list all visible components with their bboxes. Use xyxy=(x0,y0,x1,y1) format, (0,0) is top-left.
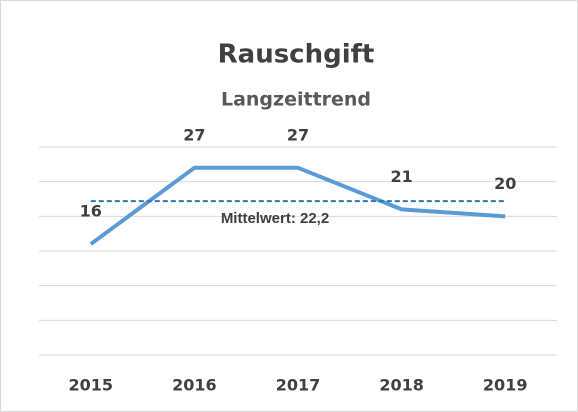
data-label: 27 xyxy=(287,125,309,144)
data-label: 16 xyxy=(80,202,102,221)
x-tick-label: 2019 xyxy=(483,376,528,395)
x-tick-label: 2015 xyxy=(69,376,114,395)
x-tick-label: 2016 xyxy=(172,376,217,395)
x-tick-label: 2018 xyxy=(379,376,424,395)
mean-label: Mittelwert: 22,2 xyxy=(221,210,329,227)
chart-subtitle: Langzeittrend xyxy=(221,89,371,111)
x-tick-label: 2017 xyxy=(276,376,321,395)
data-line xyxy=(89,165,506,246)
data-label: 20 xyxy=(494,174,516,193)
data-label: 27 xyxy=(183,125,205,144)
data-label: 21 xyxy=(390,167,412,186)
chart-title: Rauschgift xyxy=(218,40,375,70)
